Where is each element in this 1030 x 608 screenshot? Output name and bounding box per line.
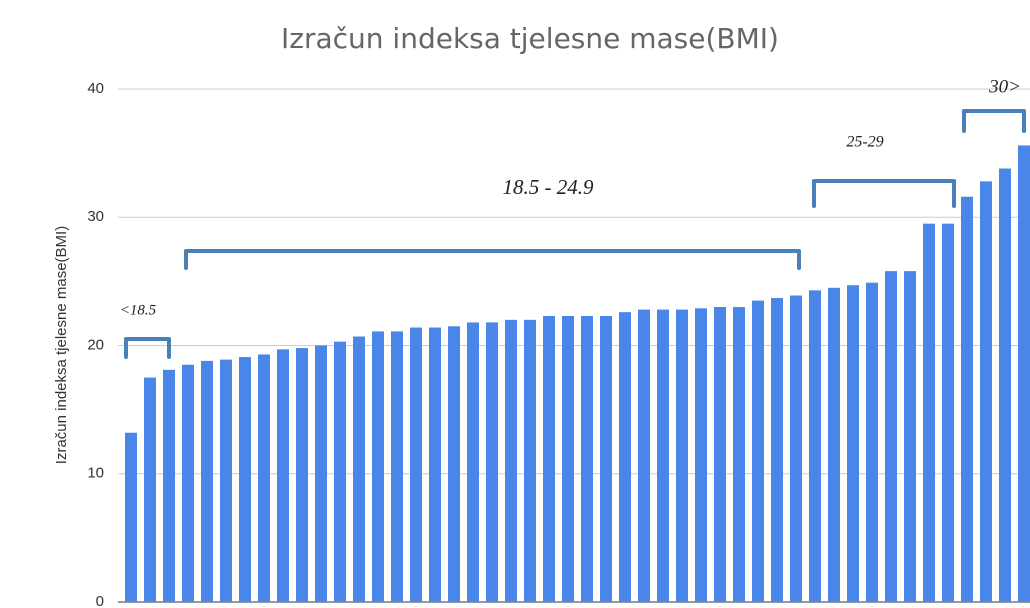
bar <box>885 271 897 602</box>
bar <box>733 307 745 602</box>
bar <box>923 223 935 602</box>
bar <box>467 322 479 602</box>
bar <box>980 181 992 602</box>
bar <box>486 322 498 602</box>
bar <box>695 308 707 602</box>
annotation: 30> <box>988 76 1021 97</box>
bar <box>258 354 270 602</box>
bar <box>600 316 612 602</box>
bar <box>809 290 821 602</box>
bar <box>372 331 384 602</box>
bar <box>163 369 175 602</box>
bar <box>429 327 441 602</box>
y-tick-label: 10 <box>87 465 104 482</box>
y-tick-label: 0 <box>96 593 104 608</box>
bracket <box>812 179 956 208</box>
bar <box>999 168 1011 602</box>
bar <box>676 309 688 602</box>
chart-title: Izračun indeksa tjelesne mase(BMI) <box>281 22 779 55</box>
bar <box>201 360 213 602</box>
bar <box>505 319 517 602</box>
bar <box>144 377 156 602</box>
bar <box>334 341 346 602</box>
bar <box>315 345 327 602</box>
bar <box>714 307 726 602</box>
bar <box>220 359 232 602</box>
bar <box>543 316 555 602</box>
bar <box>961 196 973 603</box>
bar <box>771 298 783 602</box>
bar <box>904 271 916 602</box>
bar <box>619 312 631 602</box>
bars <box>125 145 1030 603</box>
bracket <box>124 337 171 359</box>
bar <box>353 336 365 602</box>
bar <box>752 300 764 602</box>
bar <box>239 357 251 602</box>
bar <box>942 223 954 602</box>
annotation: 18.5 - 24.9 <box>503 175 594 199</box>
bar <box>828 287 840 602</box>
bar <box>847 285 859 602</box>
bar <box>638 309 650 602</box>
bar <box>790 295 802 602</box>
bar <box>448 326 460 602</box>
bar <box>581 316 593 602</box>
bar <box>657 309 669 602</box>
bar <box>410 327 422 602</box>
bar <box>524 319 536 602</box>
bar <box>296 348 308 602</box>
y-tick-label: 40 <box>87 80 104 97</box>
bar <box>391 331 403 602</box>
bar <box>562 316 574 602</box>
annotation: <18.5 <box>120 302 157 318</box>
bar <box>182 364 194 602</box>
bracket <box>184 249 801 270</box>
annotation: 25-29 <box>846 134 883 151</box>
bar <box>1018 145 1030 602</box>
bar <box>125 432 137 602</box>
bar <box>277 349 289 602</box>
bar <box>866 282 878 602</box>
y-tick-label: 30 <box>87 208 104 225</box>
y-axis-label: Izračun indeksa tjelesne mase(BMI) <box>53 226 70 464</box>
y-tick-label: 20 <box>87 336 104 353</box>
bracket <box>962 109 1026 133</box>
